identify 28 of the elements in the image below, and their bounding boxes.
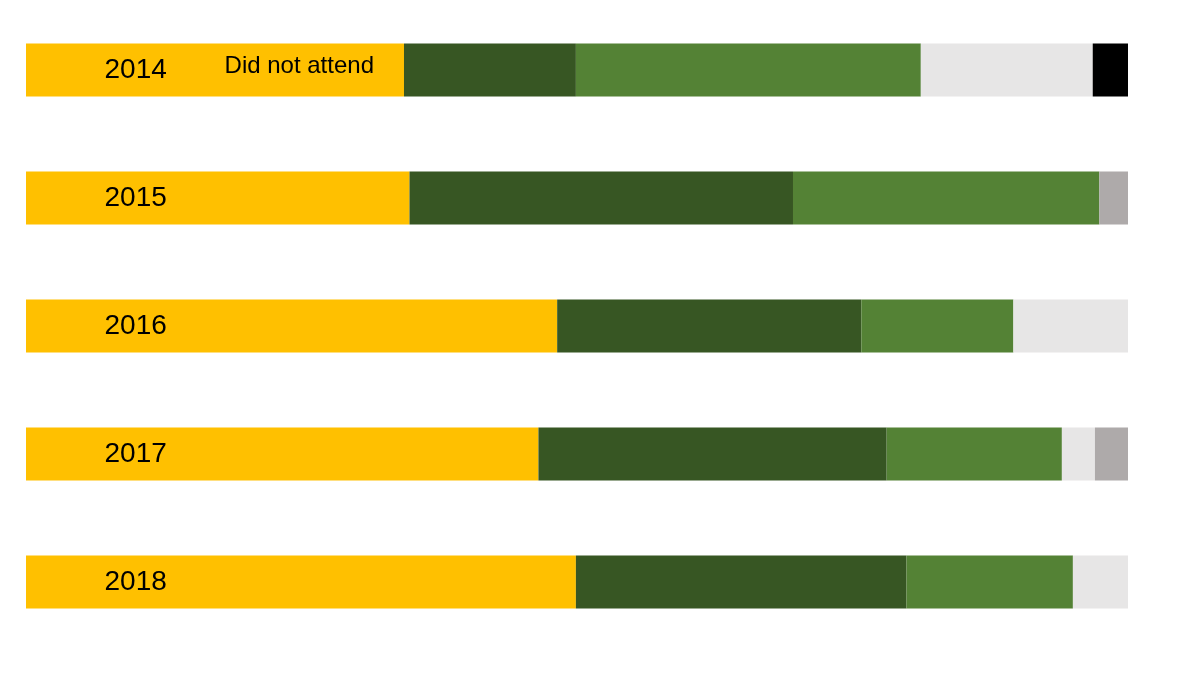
bar: [538, 427, 887, 481]
bar: [1013, 299, 1128, 353]
bar: [906, 555, 1073, 609]
y-tick-label: 2018: [104, 565, 167, 596]
bar: [1072, 555, 1128, 609]
bar: [920, 43, 1093, 97]
bar: [26, 171, 410, 225]
bar: [886, 427, 1062, 481]
bar: [1061, 427, 1095, 481]
bar: [557, 299, 862, 353]
series-label: Did not attend: [224, 51, 374, 78]
bar: [792, 171, 1100, 225]
bar: [1094, 427, 1128, 481]
y-tick-label: 2014: [104, 53, 167, 84]
bar: [26, 427, 539, 481]
bar: [575, 43, 921, 97]
bar: [575, 555, 907, 609]
bar: [1099, 171, 1128, 225]
bar: [861, 299, 1014, 353]
bar: [403, 43, 576, 97]
bar: [26, 299, 558, 353]
y-tick-label: 2015: [104, 181, 167, 212]
bar: [26, 43, 404, 97]
bar: [1092, 43, 1128, 97]
bar: [409, 171, 793, 225]
y-tick-label: 2017: [104, 437, 167, 468]
y-tick-label: 2016: [104, 309, 167, 340]
bar: [26, 555, 576, 609]
